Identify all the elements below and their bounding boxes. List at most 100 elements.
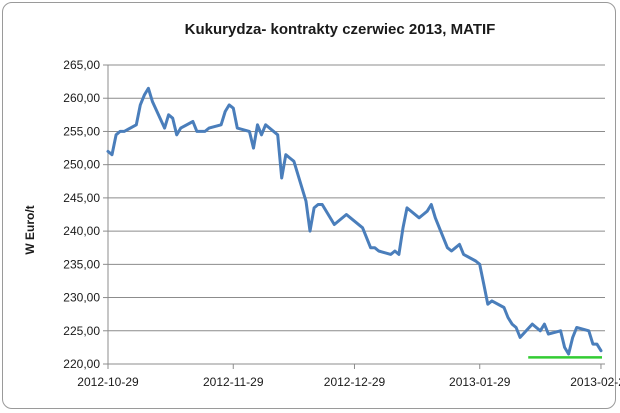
data-point — [200, 130, 202, 133]
data-point — [454, 246, 457, 249]
series-line — [106, 86, 603, 356]
data-point — [179, 127, 182, 129]
data-point — [345, 213, 348, 216]
data-point — [511, 323, 513, 325]
data-point — [280, 177, 283, 179]
data-point — [567, 353, 570, 355]
data-point — [539, 330, 542, 332]
data-point — [377, 250, 380, 252]
data-point — [483, 283, 485, 286]
data-point — [256, 124, 259, 126]
chart-title: Kukurydza- kontrakty czerwiec 2013, MATI… — [185, 21, 496, 38]
data-point — [596, 343, 598, 345]
data-point — [111, 153, 113, 156]
data-point — [276, 134, 279, 136]
data-point — [474, 260, 477, 262]
data-point — [285, 153, 287, 156]
data-point — [394, 250, 396, 252]
y-tick-label: 245,00 — [63, 191, 100, 205]
data-point — [588, 330, 590, 332]
price-series — [106, 86, 603, 356]
data-point — [123, 130, 125, 133]
data-point — [418, 217, 420, 219]
data-point — [163, 127, 166, 129]
x-tick-label: 2013-01-29 — [449, 375, 511, 389]
data-point — [462, 253, 465, 256]
data-point — [167, 114, 170, 116]
data-point — [115, 134, 117, 136]
data-point — [507, 316, 509, 319]
data-point — [478, 263, 481, 266]
data-point — [135, 124, 138, 126]
y-tick-label: 255,00 — [63, 124, 100, 138]
y-tick-label: 260,00 — [63, 91, 100, 105]
data-point — [426, 210, 429, 212]
data-point — [450, 250, 453, 252]
data-point — [571, 336, 574, 339]
data-point — [531, 323, 534, 325]
x-tick-labels: 2012-10-29 2012-11-29 2012-12-29 2013-01-29… — [77, 375, 620, 389]
y-tick-label: 250,00 — [63, 158, 100, 172]
data-point — [547, 333, 550, 335]
data-point — [220, 124, 222, 126]
data-point — [563, 346, 566, 349]
chart-frame — [2, 2, 616, 409]
data-point — [119, 130, 121, 133]
x-tick-label: 2013-02-28 — [570, 375, 620, 389]
y-tick-label: 230,00 — [63, 291, 100, 305]
y-axis-label: W Euro/t — [23, 205, 37, 254]
data-point — [361, 227, 364, 229]
data-point — [535, 326, 538, 329]
data-point — [446, 246, 449, 249]
y-tick-label: 220,00 — [63, 357, 100, 371]
data-point — [248, 130, 251, 133]
data-point — [515, 326, 517, 329]
y-tick-label: 235,00 — [63, 257, 100, 271]
data-point — [321, 203, 324, 206]
data-point — [491, 300, 493, 302]
y-tick-labels: 220,00 225,00 230,00 235,00 240,00 245,00 250,… — [63, 58, 100, 371]
data-point — [228, 104, 230, 106]
y-tick-label: 225,00 — [63, 324, 100, 338]
data-point — [143, 94, 146, 96]
data-point — [309, 230, 311, 232]
data-point — [458, 243, 461, 246]
data-point — [349, 217, 352, 219]
data-point — [196, 130, 198, 133]
data-point — [430, 203, 433, 206]
data-point — [434, 217, 437, 219]
data-point — [293, 160, 295, 163]
data-point — [232, 107, 235, 109]
data-point — [204, 130, 206, 133]
data-point — [543, 323, 546, 325]
y-tick-label: 240,00 — [63, 224, 100, 238]
data-point — [264, 124, 267, 126]
data-point — [236, 127, 239, 129]
data-point — [313, 207, 315, 209]
data-point — [559, 330, 562, 332]
x-tick-label: 2012-10-29 — [77, 375, 139, 389]
data-point — [402, 227, 404, 229]
data-point — [208, 127, 210, 129]
data-point — [422, 213, 425, 216]
data-point — [192, 120, 194, 123]
data-point — [390, 253, 392, 256]
data-point — [175, 134, 178, 136]
data-point — [260, 134, 263, 136]
data-point — [575, 326, 578, 329]
data-point — [139, 104, 142, 106]
data-point — [373, 246, 376, 249]
data-point — [171, 117, 174, 119]
data-point — [487, 303, 489, 306]
data-point — [224, 110, 226, 113]
data-point — [317, 203, 319, 206]
data-point — [519, 336, 521, 339]
x-tick-label: 2012-11-29 — [203, 375, 264, 389]
data-point — [289, 157, 291, 159]
data-point — [503, 306, 505, 309]
data-point — [333, 223, 336, 226]
data-point — [369, 246, 372, 249]
data-point — [151, 100, 154, 103]
data-point — [406, 207, 408, 209]
data-point — [107, 150, 109, 153]
